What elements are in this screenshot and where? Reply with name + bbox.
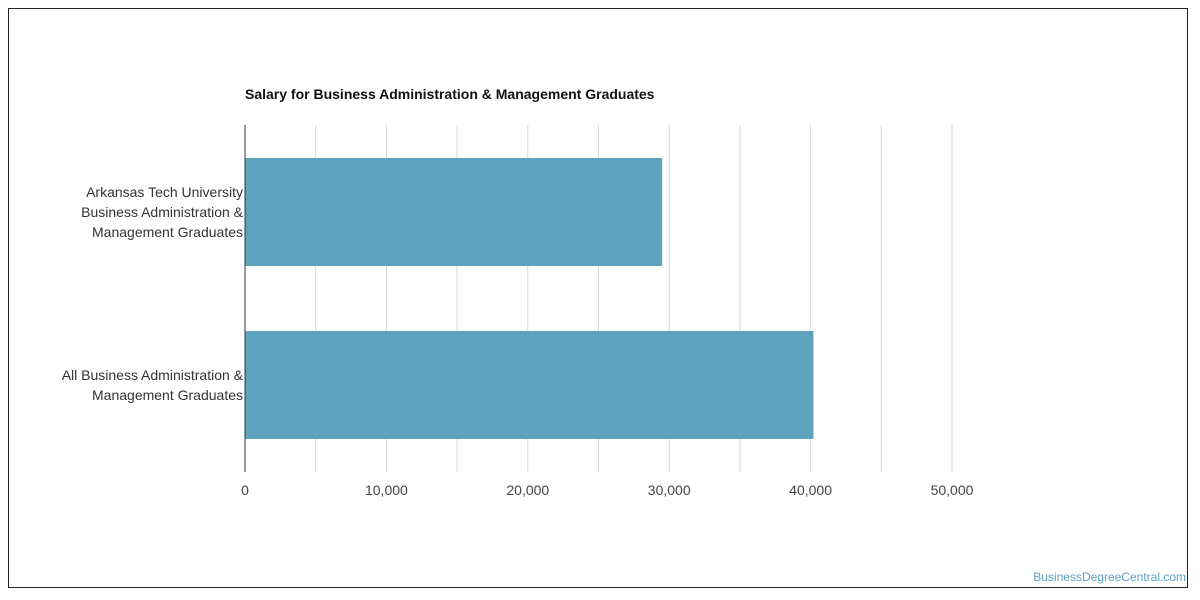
bar (245, 158, 663, 266)
category-label-line: Arkansas Tech University (86, 184, 243, 200)
x-tick-label: 10,000 (365, 482, 408, 498)
x-tick-label: 30,000 (648, 482, 691, 498)
chart-title: Salary for Business Administration & Man… (245, 86, 655, 102)
x-tick-label: 50,000 (931, 482, 974, 498)
category-label: Arkansas Tech University Business Adminis… (81, 184, 244, 240)
category-labels: Arkansas Tech University Business Adminis… (62, 184, 244, 403)
category-label: All Business Administration & Management … (62, 367, 244, 403)
x-tick-label: 40,000 (789, 482, 832, 498)
category-label-line: Management Graduates (92, 387, 243, 403)
category-label-line: Business Administration & (81, 204, 244, 220)
category-label-line: All Business Administration & (62, 367, 244, 383)
category-label-line: Management Graduates (92, 224, 243, 240)
x-tick-labels: 0 10,000 20,000 30,000 40,000 50,000 (241, 482, 974, 498)
bars (245, 158, 814, 439)
x-tick-label: 20,000 (506, 482, 549, 498)
watermark: BusinessDegreeCentral.com (1033, 570, 1186, 584)
x-tick-label: 0 (241, 482, 249, 498)
bar (245, 331, 814, 439)
